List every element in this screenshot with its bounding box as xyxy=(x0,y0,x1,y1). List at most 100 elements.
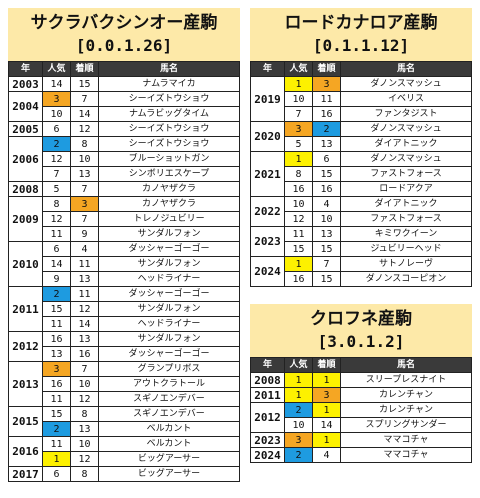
finish-cell: 10 xyxy=(70,376,99,392)
lord-kanaloa-panel: ロードカナロア産駒 [0.1.1.12] 年 人気 着順 馬名 2019 1 3 ダノ… xyxy=(250,8,472,287)
finish-cell: 3 xyxy=(70,196,99,212)
col-popularity-header: 人気 xyxy=(284,61,313,77)
finish-cell: 13 xyxy=(70,271,99,287)
results-table: 年 人気 着順 馬名 2008 1 1 スリープレスナイト 2011 1 3 カレンチャン 20… xyxy=(250,357,472,463)
table-row: 2020 3 2 ダノンスマッシュ xyxy=(250,121,472,152)
panel-header: サクラバクシンオー産駒 [0.0.1.26] xyxy=(8,8,240,61)
year-cell: 2017 xyxy=(8,466,43,482)
finish-cell: 10 xyxy=(70,151,99,167)
table-row: 16 16 ロードアクア xyxy=(251,181,472,197)
popularity-cell: 15 xyxy=(42,406,71,422)
popularity-cell: 1 xyxy=(284,372,313,388)
horse-name-cell: ダノンスマッシュ xyxy=(340,76,472,92)
popularity-cell: 2 xyxy=(42,136,71,152)
finish-cell: 7 xyxy=(70,361,99,377)
horse-name-cell: サンダルフォン xyxy=(98,256,240,272)
finish-cell: 4 xyxy=(312,447,341,463)
horse-name-cell: カレンチャン xyxy=(340,387,472,403)
horse-name-cell: スギノエンデバー xyxy=(98,391,240,407)
year-cell: 2021 xyxy=(250,151,285,197)
popularity-cell: 3 xyxy=(42,361,71,377)
year-cell: 2023 xyxy=(250,226,285,257)
table-row: 2013 3 7 グランプリボス xyxy=(8,361,240,407)
popularity-cell: 15 xyxy=(284,241,313,257)
finish-cell: 16 xyxy=(312,106,341,122)
popularity-cell: 2 xyxy=(284,447,313,463)
finish-cell: 11 xyxy=(70,256,99,272)
horse-name-cell: シーイズトウショウ xyxy=(98,136,240,152)
table-row: 2012 2 1 カレンチャン xyxy=(250,402,472,433)
panel-record: [3.0.1.2] xyxy=(317,332,405,351)
table-row: 2 13 ベルカント xyxy=(9,421,240,437)
col-year-header: 年 xyxy=(250,357,285,373)
finish-cell: 1 xyxy=(312,372,341,388)
finish-cell: 13 xyxy=(312,226,341,242)
horse-name-cell: サンダルフォン xyxy=(98,301,240,317)
col-finish-header: 着順 xyxy=(312,61,341,77)
finish-cell: 12 xyxy=(70,301,99,317)
popularity-cell: 10 xyxy=(284,417,313,433)
kurofune-panel: クロフネ産駒 [3.0.1.2] 年 人気 着順 馬名 2008 1 1 スリープレス… xyxy=(250,304,472,463)
finish-cell: 15 xyxy=(70,76,99,92)
popularity-cell: 11 xyxy=(284,226,313,242)
table-header-row: 年 人気 着順 馬名 xyxy=(250,61,472,77)
year-cell: 2012 xyxy=(250,402,285,433)
popularity-cell: 12 xyxy=(42,151,71,167)
horse-name-cell: サンダルフォン xyxy=(98,331,240,347)
horse-name-cell: ダッシャーゴーゴー xyxy=(98,286,240,302)
popularity-cell: 6 xyxy=(42,121,71,137)
popularity-cell: 2 xyxy=(284,402,313,418)
horse-name-cell: ファンタジスト xyxy=(340,106,472,122)
popularity-cell: 10 xyxy=(284,196,313,212)
popularity-cell: 8 xyxy=(284,166,313,182)
panel-record: [0.1.1.12] xyxy=(312,36,410,55)
table-row: 7 16 ファンタジスト xyxy=(251,106,472,122)
panel-title: ロードカナロア産駒 xyxy=(284,13,438,33)
table-row: 2008 1 1 スリープレスナイト xyxy=(250,372,472,388)
horse-name-cell: グランプリボス xyxy=(98,361,240,377)
popularity-cell: 16 xyxy=(42,376,71,392)
horse-name-cell: ジュビリーヘッド xyxy=(340,241,472,257)
table-row: 11 12 スギノエンデバー xyxy=(9,391,240,407)
table-row: 2011 1 3 カレンチャン xyxy=(250,387,472,403)
table-row: 2005 6 12 シーイズトウショウ xyxy=(8,121,240,137)
popularity-cell: 7 xyxy=(284,106,313,122)
table-row: 10 14 スプリングサンダー xyxy=(251,417,472,433)
popularity-cell: 3 xyxy=(284,432,313,448)
finish-cell: 8 xyxy=(70,466,99,482)
finish-cell: 15 xyxy=(312,271,341,287)
horse-name-cell: ダイアトニック xyxy=(340,136,472,152)
horse-name-cell: ビッグアーサー xyxy=(98,466,240,482)
finish-cell: 13 xyxy=(312,136,341,152)
finish-cell: 14 xyxy=(70,316,99,332)
popularity-cell: 6 xyxy=(42,466,71,482)
year-cell: 2012 xyxy=(8,331,43,362)
finish-cell: 15 xyxy=(312,166,341,182)
horse-name-cell: イベリス xyxy=(340,91,472,107)
finish-cell: 7 xyxy=(70,181,99,197)
popularity-cell: 12 xyxy=(284,211,313,227)
popularity-cell: 16 xyxy=(42,331,71,347)
finish-cell: 9 xyxy=(70,226,99,242)
horse-name-cell: サトノレーヴ xyxy=(340,256,472,272)
table-row: 2017 6 8 ビッグアーサー xyxy=(8,466,240,482)
finish-cell: 10 xyxy=(312,211,341,227)
horse-name-cell: ビッグアーサー xyxy=(98,451,240,467)
table-header-row: 年 人気 着順 馬名 xyxy=(250,357,472,373)
popularity-cell: 16 xyxy=(284,271,313,287)
popularity-cell: 1 xyxy=(284,256,313,272)
finish-cell: 14 xyxy=(70,106,99,122)
year-cell: 2011 xyxy=(250,387,285,403)
horse-name-cell: カレンチャン xyxy=(340,402,472,418)
popularity-cell: 9 xyxy=(42,271,71,287)
sakura-bakushin-o-panel: サクラバクシンオー産駒 [0.0.1.26] 年 人気 着順 馬名 2003 14… xyxy=(8,8,240,482)
finish-cell: 12 xyxy=(70,121,99,137)
finish-cell: 13 xyxy=(70,166,99,182)
popularity-cell: 3 xyxy=(284,121,313,137)
col-popularity-header: 人気 xyxy=(284,357,313,373)
finish-cell: 3 xyxy=(312,387,341,403)
col-popularity-header: 人気 xyxy=(42,61,71,77)
popularity-cell: 6 xyxy=(42,241,71,257)
horse-name-cell: シンボリエスケープ xyxy=(98,166,240,182)
horse-name-cell: キミワクイーン xyxy=(340,226,472,242)
